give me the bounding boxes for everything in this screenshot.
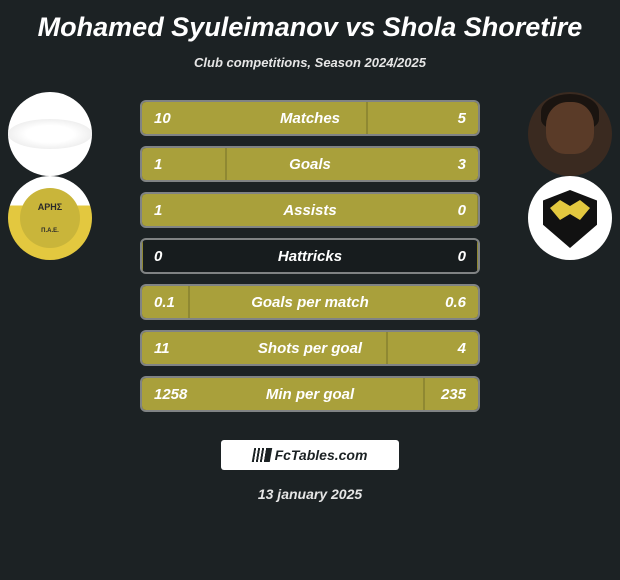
aris-badge-icon: ΑΡΗΣ Π.Α.Ε. [20,188,80,248]
stat-row: 13Goals [140,146,480,182]
fctables-logo-icon [251,448,271,462]
stat-row: 00Hattricks [140,238,480,274]
stat-label: Matches [142,102,478,134]
comparison-panel: ΑΡΗΣ Π.Α.Ε. 105Matches 13Goals 10Assists 00… [0,92,620,432]
club-badge-left: ΑΡΗΣ Π.Α.Ε. [8,176,92,260]
stat-row: 0.10.6Goals per match [140,284,480,320]
stat-row: 114Shots per goal [140,330,480,366]
stat-row: 1258235Min per goal [140,376,480,412]
stat-row: 105Matches [140,100,480,136]
stat-label: Assists [142,194,478,226]
stat-row: 10Assists [140,192,480,228]
paok-badge-icon [543,190,597,248]
stat-label: Goals [142,148,478,180]
player-right-avatar [528,92,612,176]
avatar-placeholder-icon [8,119,92,149]
stat-label: Hattricks [142,240,478,272]
player-left-avatar [8,92,92,176]
page-title: Mohamed Syuleimanov vs Shola Shoretire [0,0,620,43]
stat-label: Shots per goal [142,332,478,364]
fctables-brand-badge[interactable]: FcTables.com [221,440,399,470]
subtitle: Club competitions, Season 2024/2025 [0,55,620,70]
club-badge-right [528,176,612,260]
footer: FcTables.com 13 january 2025 [0,440,620,502]
stat-label: Goals per match [142,286,478,318]
fctables-brand-text: FcTables.com [275,447,368,463]
stat-label: Min per goal [142,378,478,410]
stats-list: 105Matches 13Goals 10Assists 00Hattricks 0.1… [140,100,480,412]
avatar-face [546,102,594,154]
date-label: 13 january 2025 [258,486,362,502]
